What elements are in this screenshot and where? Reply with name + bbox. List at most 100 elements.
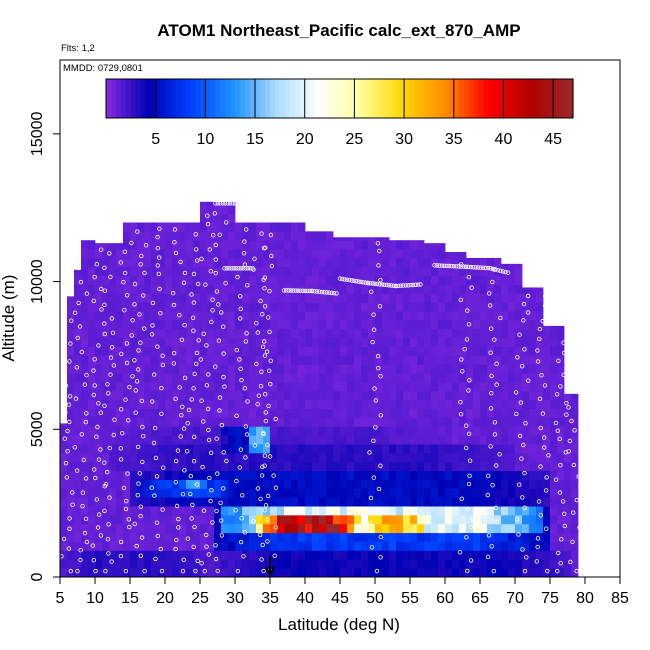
heatmap-cell xyxy=(501,506,509,516)
track-point xyxy=(486,533,492,538)
track-point xyxy=(241,250,247,256)
heatmap-cell xyxy=(151,390,159,401)
track-point xyxy=(271,473,276,478)
track-point xyxy=(181,280,187,285)
heatmap-cell xyxy=(81,355,89,365)
heatmap-cell xyxy=(137,541,145,551)
heatmap-cell xyxy=(172,568,180,577)
heatmap-cell xyxy=(312,408,320,418)
track-point xyxy=(375,241,381,246)
heatmap-cell xyxy=(333,408,341,418)
track-point xyxy=(398,283,404,288)
heatmap-cell xyxy=(368,541,376,551)
heatmap-cell xyxy=(529,514,537,525)
x-tick-label: 35 xyxy=(261,590,279,607)
heatmap-cell xyxy=(368,237,376,241)
heatmap-cell xyxy=(172,399,180,409)
heatmap-cell xyxy=(445,408,453,418)
heatmap-cell xyxy=(508,514,516,525)
heatmap-cell xyxy=(571,497,579,507)
colorbar-segment xyxy=(160,79,167,118)
heatmap-cell xyxy=(466,275,474,285)
heatmap-cell xyxy=(144,399,152,409)
heatmap-cell xyxy=(256,266,264,277)
heatmap-cell xyxy=(221,497,229,507)
heatmap-cell xyxy=(459,328,467,339)
track-point xyxy=(461,264,466,269)
heatmap-cell xyxy=(326,355,334,365)
track-point xyxy=(149,332,155,337)
heatmap-cell xyxy=(438,382,446,392)
track-point xyxy=(386,283,392,288)
heatmap-cell xyxy=(319,293,327,303)
heatmap-cell xyxy=(242,346,250,356)
heatmap-cell xyxy=(207,311,215,321)
heatmap-cell xyxy=(319,470,327,480)
heatmap-cell xyxy=(382,275,390,285)
x-tick-label: 75 xyxy=(541,590,559,607)
heatmap-cell xyxy=(522,497,530,507)
heatmap-cell xyxy=(417,319,425,330)
heatmap-cell xyxy=(515,275,523,285)
heatmap-cell xyxy=(431,311,439,321)
heatmap-cell xyxy=(102,532,110,542)
heatmap-cell xyxy=(312,550,320,560)
heatmap-cell xyxy=(375,514,383,525)
heatmap-cell xyxy=(417,355,425,365)
heatmap-cell xyxy=(249,497,257,507)
heatmap-cell xyxy=(165,249,173,259)
heatmap-cell xyxy=(445,328,453,339)
heatmap-cell xyxy=(130,452,138,463)
heatmap-cell xyxy=(382,284,390,294)
heatmap-cell xyxy=(312,231,320,241)
heatmap-cell xyxy=(144,231,152,241)
heatmap-cell xyxy=(473,266,481,277)
heatmap-cell xyxy=(424,497,432,507)
track-point xyxy=(293,288,298,293)
heatmap-cell xyxy=(277,266,285,277)
heatmap-cell xyxy=(172,514,180,525)
latitude-arrow-marker xyxy=(265,556,275,578)
track-point xyxy=(463,264,469,269)
track-point xyxy=(517,482,522,487)
colorbar-segment xyxy=(394,79,400,118)
track-point xyxy=(199,561,204,566)
heatmap-cell xyxy=(319,479,327,489)
track-point xyxy=(132,281,138,287)
track-point xyxy=(92,274,97,280)
heatmap-cell xyxy=(536,541,544,551)
track-point xyxy=(334,291,339,296)
heatmap-cell xyxy=(361,497,369,507)
track-point xyxy=(203,282,208,287)
heatmap-cell xyxy=(116,293,124,303)
heatmap-cell xyxy=(270,364,278,374)
track-point xyxy=(215,471,220,476)
track-point xyxy=(191,271,197,277)
heatmap-cell xyxy=(424,541,432,551)
heatmap-cell xyxy=(165,488,173,498)
heatmap-cell xyxy=(347,337,355,347)
heatmap-cell xyxy=(466,559,474,569)
heatmap-cell xyxy=(116,532,124,542)
heatmap-cell xyxy=(312,568,320,577)
heatmap-cell xyxy=(60,488,68,498)
heatmap-cell xyxy=(221,523,229,534)
heatmap-cell xyxy=(382,417,390,427)
heatmap-cell xyxy=(270,311,278,321)
track-point xyxy=(118,407,124,412)
heatmap-cell xyxy=(270,355,278,365)
heatmap-cell xyxy=(193,435,201,445)
heatmap-cell xyxy=(95,249,103,259)
track-point xyxy=(189,516,194,521)
heatmap-cell xyxy=(270,249,278,259)
heatmap-cell xyxy=(277,479,285,489)
heatmap-cell xyxy=(193,506,201,516)
heatmap-cell xyxy=(487,532,495,542)
heatmap-cell xyxy=(291,479,299,489)
heatmap-cell xyxy=(165,497,173,507)
heatmap-cell xyxy=(501,284,509,294)
heatmap-cell xyxy=(417,266,425,277)
heatmap-cell xyxy=(501,399,509,409)
heatmap-cell xyxy=(242,488,250,498)
heatmap-cell xyxy=(389,293,397,303)
